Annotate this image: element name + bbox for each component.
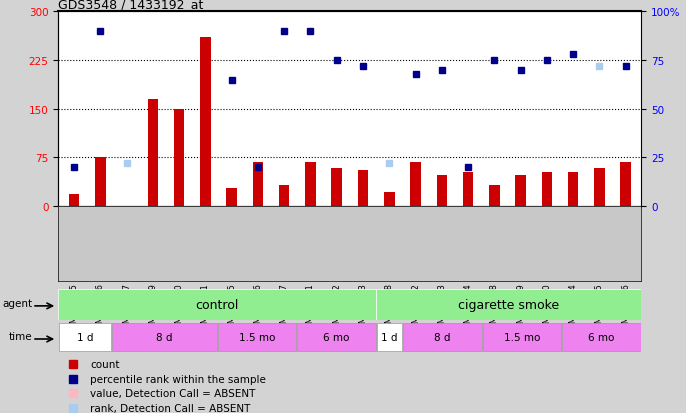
Bar (226, 188, 237, 206)
Text: cigarette smoke: cigarette smoke (458, 298, 560, 311)
Text: 8 d: 8 d (434, 332, 451, 343)
Bar (279, 186, 289, 206)
Bar (489, 186, 499, 206)
Text: percentile rank within the sample: percentile rank within the sample (91, 374, 266, 384)
Bar (305, 162, 316, 206)
Bar (298, 324, 376, 351)
Text: 8 d: 8 d (156, 332, 173, 343)
Bar (620, 162, 631, 206)
Bar (357, 171, 368, 206)
Bar (200, 38, 211, 206)
Bar (483, 324, 561, 351)
Text: count: count (91, 359, 120, 370)
Bar (377, 324, 403, 351)
Bar (59, 324, 111, 351)
Bar (95, 158, 106, 206)
Bar (147, 100, 158, 206)
Bar (594, 169, 604, 206)
Text: value, Detection Call = ABSENT: value, Detection Call = ABSENT (91, 389, 256, 399)
Bar (58, 289, 377, 320)
Text: 1.5 mo: 1.5 mo (504, 332, 541, 343)
Bar (384, 192, 394, 206)
Text: agent: agent (2, 298, 32, 308)
Bar (515, 176, 526, 206)
Text: time: time (8, 331, 32, 341)
Bar (542, 173, 552, 206)
Bar (377, 289, 641, 320)
Bar (463, 173, 473, 206)
Bar (410, 162, 421, 206)
Bar (403, 324, 482, 351)
Text: 1 d: 1 d (381, 332, 398, 343)
Bar (252, 162, 263, 206)
Text: control: control (196, 298, 239, 311)
Text: rank, Detection Call = ABSENT: rank, Detection Call = ABSENT (91, 403, 251, 413)
Bar (69, 195, 80, 206)
Text: 1 d: 1 d (77, 332, 93, 343)
Text: 6 mo: 6 mo (323, 332, 350, 343)
Bar (218, 324, 296, 351)
Bar (331, 169, 342, 206)
Text: 6 mo: 6 mo (589, 332, 615, 343)
Bar (174, 109, 185, 206)
Text: GDS3548 / 1433192_at: GDS3548 / 1433192_at (58, 0, 204, 11)
Bar (568, 173, 578, 206)
Text: 1.5 mo: 1.5 mo (239, 332, 275, 343)
Bar (563, 324, 641, 351)
Bar (112, 324, 217, 351)
Bar (436, 176, 447, 206)
